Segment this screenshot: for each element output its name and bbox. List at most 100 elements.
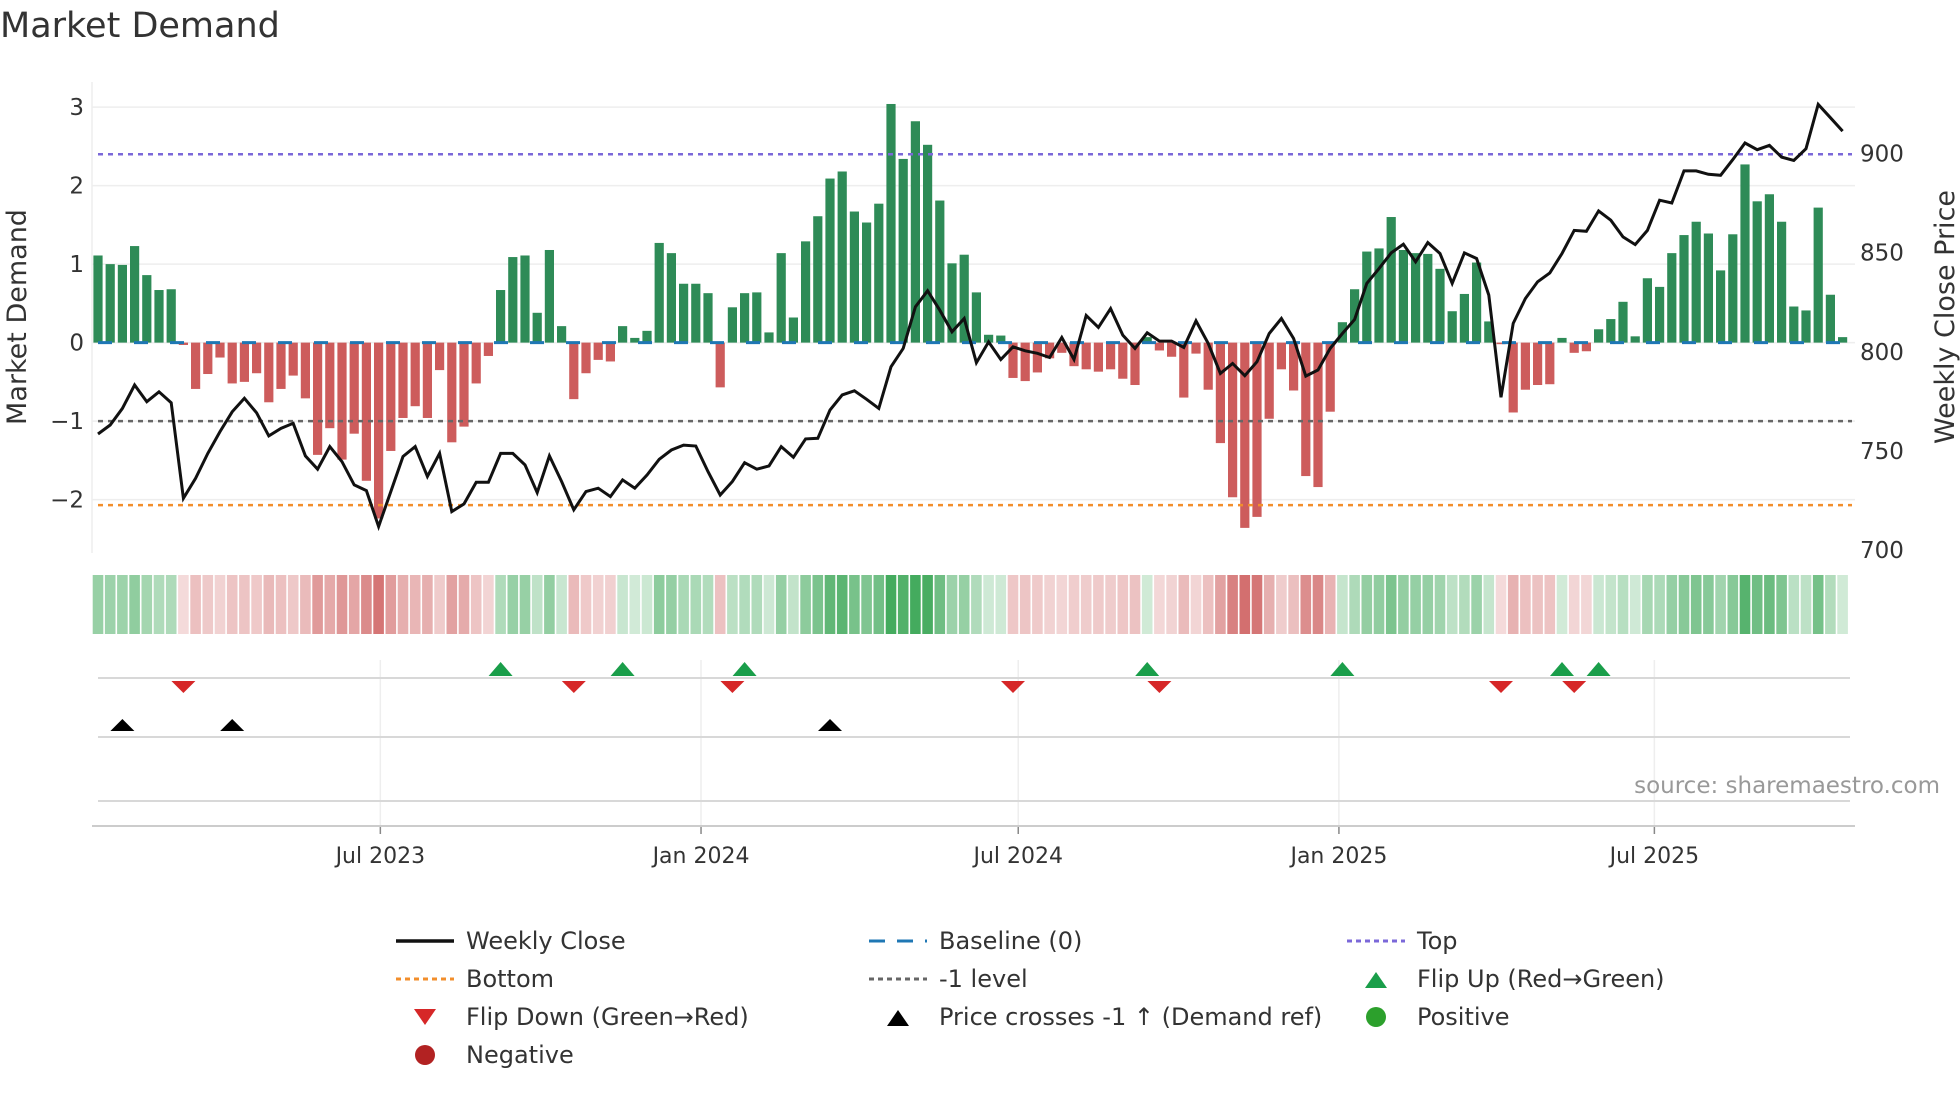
demand-strip-cell [190,575,201,634]
demand-bar [1594,329,1604,343]
demand-bar [252,342,262,374]
demand-strip-cell [507,575,519,634]
demand-bar [764,332,774,343]
positive-legend-icon [1366,1007,1386,1027]
demand-bar [1362,251,1372,343]
demand-strip-cell [1337,575,1348,634]
demand-bar [630,337,640,343]
demand-bar [862,222,872,343]
demand-strip-cell [141,575,153,634]
demand-strip-cell [824,575,836,634]
demand-bar [117,264,127,343]
demand-strip-cell [775,575,787,634]
demand-strip-cell [1825,575,1836,634]
demand-strip-cell [1727,575,1739,634]
demand-bar [825,178,835,343]
y-tick-label: 3 [69,95,84,121]
demand-strip-cell [1398,575,1409,634]
demand-bar [1545,342,1555,385]
demand-bar [618,326,628,343]
demand-strip-cell [1385,575,1397,634]
demand-strip-cell [1642,575,1653,634]
demand-bar [1313,342,1323,488]
demand-bar [105,264,115,343]
demand-strip-cell [1324,575,1336,634]
demand-strip-cell [1251,575,1263,634]
demand-strip-cell [727,575,738,634]
legend-item-positive: Positive [1347,1002,1510,1032]
bottom-legend-icon [396,977,454,981]
demand-strip-cell [1593,575,1604,634]
demand-bar [1472,262,1482,343]
line-legend-icon [396,939,454,943]
demand-bar [1264,342,1274,419]
demand-strip-cell [263,575,275,634]
y2-tick-label: 750 [1860,439,1904,465]
flip-up-marker [1135,662,1160,676]
demand-bar [910,121,920,343]
demand-bar [1203,342,1213,390]
demand-bar [1533,342,1543,386]
demand-strip-cell [812,575,824,634]
demand-strip-cell [1471,575,1482,634]
demand-bar [1728,234,1738,343]
demand-strip-cell [617,575,628,634]
demand-bar [1825,294,1835,343]
demand-bar [1789,306,1799,343]
demand-strip-cell [861,575,872,634]
demand-strip-cell [1654,575,1665,634]
demand-strip-cell [531,575,543,634]
demand-strip-cell [1568,575,1580,634]
y-tick-label: −2 [50,488,84,514]
demand-strip-cell [836,575,848,634]
demand-bar [1386,217,1396,343]
y2-axis-label: Weekly Close Price [1930,190,1960,444]
demand-bar [1130,342,1140,386]
legend-label: Top [1417,927,1458,955]
flip-up-marker [732,662,757,676]
demand-bar [1764,194,1774,343]
demand-strip-cell [873,575,885,634]
demand-bar [1081,342,1091,370]
demand-strip-cell [1678,575,1690,634]
demand-strip-cell [897,575,909,634]
flipUp-legend-icon [1365,972,1387,988]
y-tick-label: 0 [69,331,84,357]
demand-bar [1447,311,1457,343]
demand-strip-cell [1581,575,1592,634]
demand-strip-cell [1690,575,1702,634]
demand-bar [849,211,859,343]
demand-strip-cell [1276,575,1287,634]
x-tick-label: Jan 2024 [651,844,750,869]
demand-strip-cell [1532,575,1543,634]
flip-up-marker [488,662,513,676]
legend-item-line: Weekly Close [396,926,626,956]
price-cross-marker [110,719,135,731]
demand-bar [1691,221,1701,343]
demand-strip-cell [434,575,445,634]
demand-strip-cell [1703,575,1714,634]
demand-bar [1008,342,1018,378]
demand-strip-cell [1349,575,1360,634]
flip-down-marker [1001,681,1025,693]
demand-bar [1459,293,1469,343]
demand-bar [1752,201,1762,343]
demand-bar [130,246,140,343]
x-tick-label: Jul 2025 [1608,844,1700,869]
flip-down-marker [1489,681,1513,693]
demand-bar [1154,342,1164,351]
demand-strip-cell [1434,575,1446,634]
demand-bar [752,292,762,343]
demand-bar [1093,342,1103,372]
demand-strip-cell [751,575,763,634]
demand-bar [801,241,811,343]
y-tick-label: 2 [69,174,84,200]
demand-bar [142,275,152,343]
demand-strip-cell [153,575,165,634]
demand-strip-cell [605,575,616,634]
demand-bar [923,144,933,343]
demand-strip-cell [849,575,860,634]
demand-bar [154,290,164,343]
demand-strip-cell [1141,575,1153,634]
